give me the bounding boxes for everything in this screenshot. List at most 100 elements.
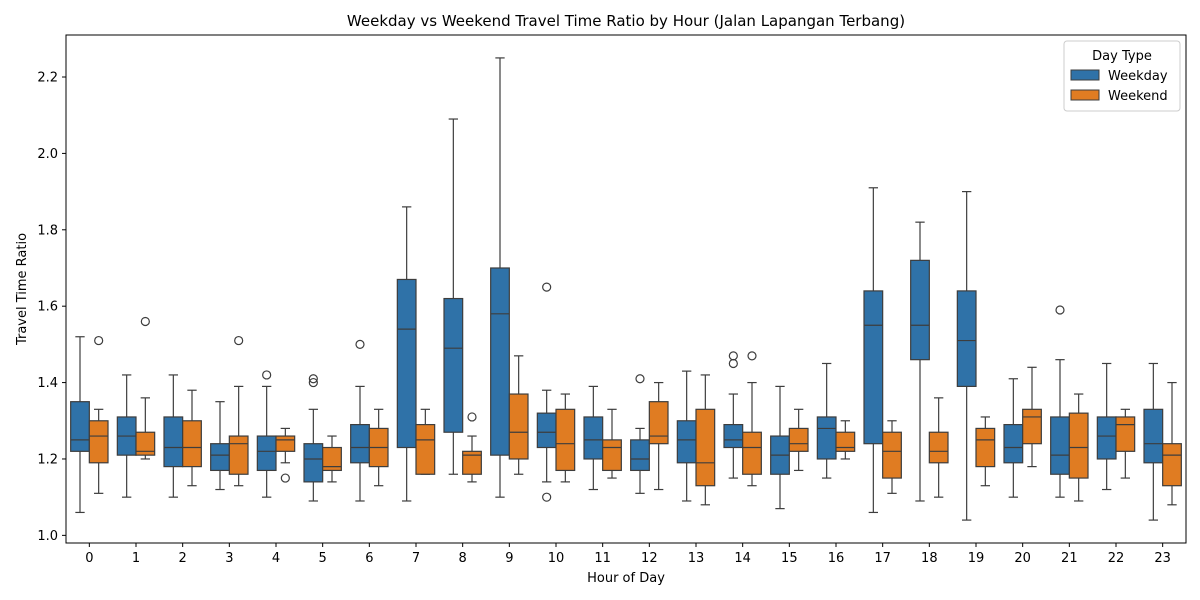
box-iqr (303, 443, 324, 483)
box-weekend-hour-0 (88, 335, 109, 494)
box-iqr (1068, 412, 1089, 479)
box-weekend-hour-17 (882, 420, 902, 494)
box-iqr (1096, 416, 1117, 460)
box-weekday-hour-12 (630, 374, 650, 494)
x-tick-label: 18 (921, 551, 938, 566)
y-tick-label: 1.0 (37, 529, 58, 544)
outlier-point (280, 473, 290, 483)
box-iqr (1162, 443, 1182, 487)
x-tick-label: 3 (225, 551, 233, 566)
legend-swatch-weekend (1070, 89, 1100, 101)
box-iqr (462, 450, 482, 475)
y-tick-label: 2.0 (37, 147, 58, 162)
box-weekday-hour-15 (770, 385, 790, 510)
box-iqr (648, 401, 669, 445)
outlier-point (355, 339, 365, 349)
legend-label-weekday: Weekday (1108, 69, 1168, 84)
legend-swatch-weekday (1070, 69, 1100, 81)
box-weekend-hour-4 (275, 427, 296, 483)
x-tick-label: 4 (272, 551, 280, 566)
x-tick-label: 12 (641, 551, 658, 566)
box-iqr (1003, 423, 1024, 464)
box-weekday-hour-14 (723, 351, 744, 479)
x-tick-label: 23 (1154, 551, 1171, 566)
box-iqr (415, 423, 436, 475)
x-axis-label: Hour of Day (587, 571, 665, 586)
outlier-point (140, 316, 150, 327)
x-tick-label: 8 (459, 551, 467, 566)
box-weekend-hour-7 (415, 408, 436, 475)
box-iqr (928, 431, 949, 464)
box-weekend-hour-18 (928, 397, 949, 498)
outlier-point (467, 412, 477, 422)
box-iqr (602, 439, 622, 472)
y-tick-label: 1.4 (37, 376, 58, 391)
box-weekend-hour-14 (742, 351, 762, 487)
box-weekday-hour-22 (1096, 362, 1117, 491)
box-iqr (630, 439, 650, 472)
box-weekend-hour-16 (835, 420, 856, 460)
box-weekend-hour-11 (602, 408, 622, 479)
box-iqr (882, 431, 902, 479)
axes-layer: 1.01.21.41.61.82.02.20 1 2 3 4 5 6 7 8 9 10 11 12 13 1… (37, 34, 1187, 566)
outlier-point (94, 335, 104, 346)
x-tick-label: 6 (365, 551, 373, 566)
box-iqr (508, 393, 529, 460)
box-iqr (443, 297, 464, 433)
x-tick-label: 1 (132, 551, 140, 566)
box-iqr (275, 435, 296, 452)
outlier-point (308, 377, 318, 388)
outlier-point (635, 374, 645, 384)
box-iqr (788, 427, 809, 452)
box-iqr (956, 290, 977, 387)
box-weekend-hour-12 (648, 381, 669, 491)
x-tick-label: 22 (1108, 551, 1125, 566)
box-weekend-hour-19 (975, 416, 996, 487)
box-weekend-hour-22 (1115, 408, 1136, 479)
box-iqr (163, 416, 184, 468)
y-tick-label: 1.2 (37, 452, 58, 467)
x-tick-label: 15 (781, 551, 798, 566)
box-iqr (835, 431, 856, 452)
y-tick-label: 1.6 (37, 300, 58, 315)
box-weekday-hour-21 (1050, 305, 1070, 498)
x-tick-label: 21 (1061, 551, 1078, 566)
box-weekend-hour-23 (1162, 381, 1182, 506)
x-tick-label: 13 (688, 551, 705, 566)
box-weekday-hour-20 (1003, 378, 1024, 498)
box-iqr (490, 267, 510, 456)
plot-area (66, 35, 1186, 543)
boxes-layer (70, 57, 1182, 521)
box-iqr (88, 420, 109, 464)
box-weekday-hour-11 (583, 385, 604, 491)
x-tick-label: 11 (594, 551, 611, 566)
box-iqr (816, 416, 837, 460)
box-iqr (1022, 408, 1042, 445)
box-weekend-hour-20 (1022, 366, 1042, 468)
x-tick-label: 20 (1014, 551, 1031, 566)
y-axis-label: Travel Time Ratio (15, 233, 30, 346)
box-iqr (350, 423, 370, 464)
legend: Day Type Weekday Weekend (1063, 40, 1181, 112)
x-tick-label: 17 (874, 551, 891, 566)
outlier-point (542, 282, 552, 292)
x-tick-label: 2 (179, 551, 187, 566)
outlier-point (262, 370, 272, 380)
box-weekend-hour-15 (788, 408, 809, 472)
box-iqr (70, 401, 90, 452)
box-weekend-hour-2 (182, 389, 202, 487)
outlier-point (542, 492, 552, 502)
box-weekend-hour-1 (135, 316, 156, 460)
box-weekend-hour-13 (695, 374, 716, 506)
y-tick-label: 1.8 (37, 223, 58, 238)
box-weekday-hour-3 (210, 401, 230, 491)
box-iqr (583, 416, 604, 460)
box-iqr (210, 443, 230, 472)
x-tick-label: 7 (412, 551, 420, 566)
box-weekend-hour-5 (322, 435, 342, 483)
chart-title: Weekday vs Weekend Travel Time Ratio by … (347, 12, 905, 30)
box-iqr (863, 290, 884, 445)
box-iqr (1050, 416, 1070, 475)
box-iqr (1143, 408, 1164, 464)
legend-title: Day Type (1092, 49, 1152, 64)
